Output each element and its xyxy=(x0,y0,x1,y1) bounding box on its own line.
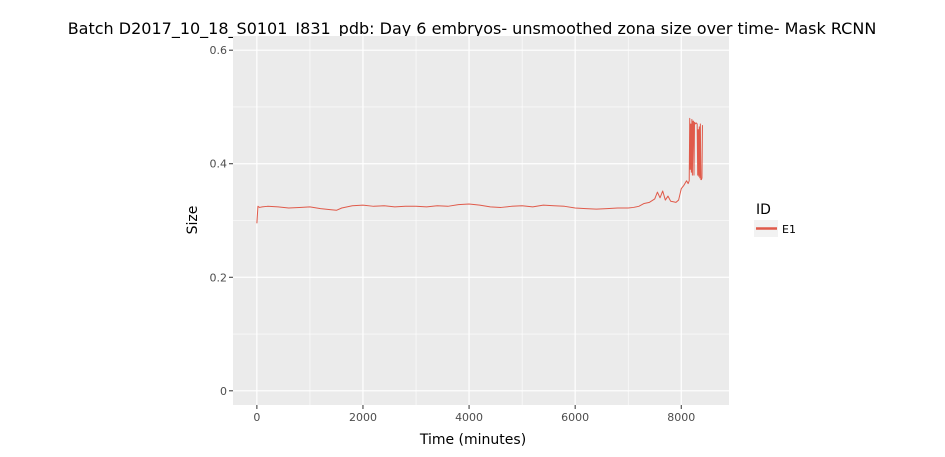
y-axis-title: Size xyxy=(185,206,201,235)
y-axis: 0 0.2 0.4 0.6 xyxy=(210,44,233,398)
chart-title: Batch D2017_10_18_S0101_I831_pdb: Day 6 … xyxy=(68,19,877,39)
legend-label-e1: E1 xyxy=(782,223,796,236)
grid-minor xyxy=(233,36,729,405)
legend: ID E1 xyxy=(754,202,796,237)
x-tick-label: 0 xyxy=(253,411,260,424)
x-axis: 0 2000 4000 6000 8000 xyxy=(253,405,695,424)
y-tick-label: 0.4 xyxy=(210,158,228,171)
x-tick-label: 2000 xyxy=(349,411,377,424)
x-tick-label: 4000 xyxy=(455,411,483,424)
y-tick-label: 0.6 xyxy=(210,44,228,57)
y-tick-label: 0.2 xyxy=(210,271,228,284)
series-line-e1 xyxy=(256,117,703,224)
legend-title: ID xyxy=(756,202,771,218)
series-layer xyxy=(256,117,703,224)
grid-major xyxy=(233,36,729,405)
x-axis-title: Time (minutes) xyxy=(419,432,526,448)
x-tick-label: 6000 xyxy=(561,411,589,424)
y-tick-label: 0 xyxy=(220,385,227,398)
x-tick-label: 8000 xyxy=(667,411,695,424)
